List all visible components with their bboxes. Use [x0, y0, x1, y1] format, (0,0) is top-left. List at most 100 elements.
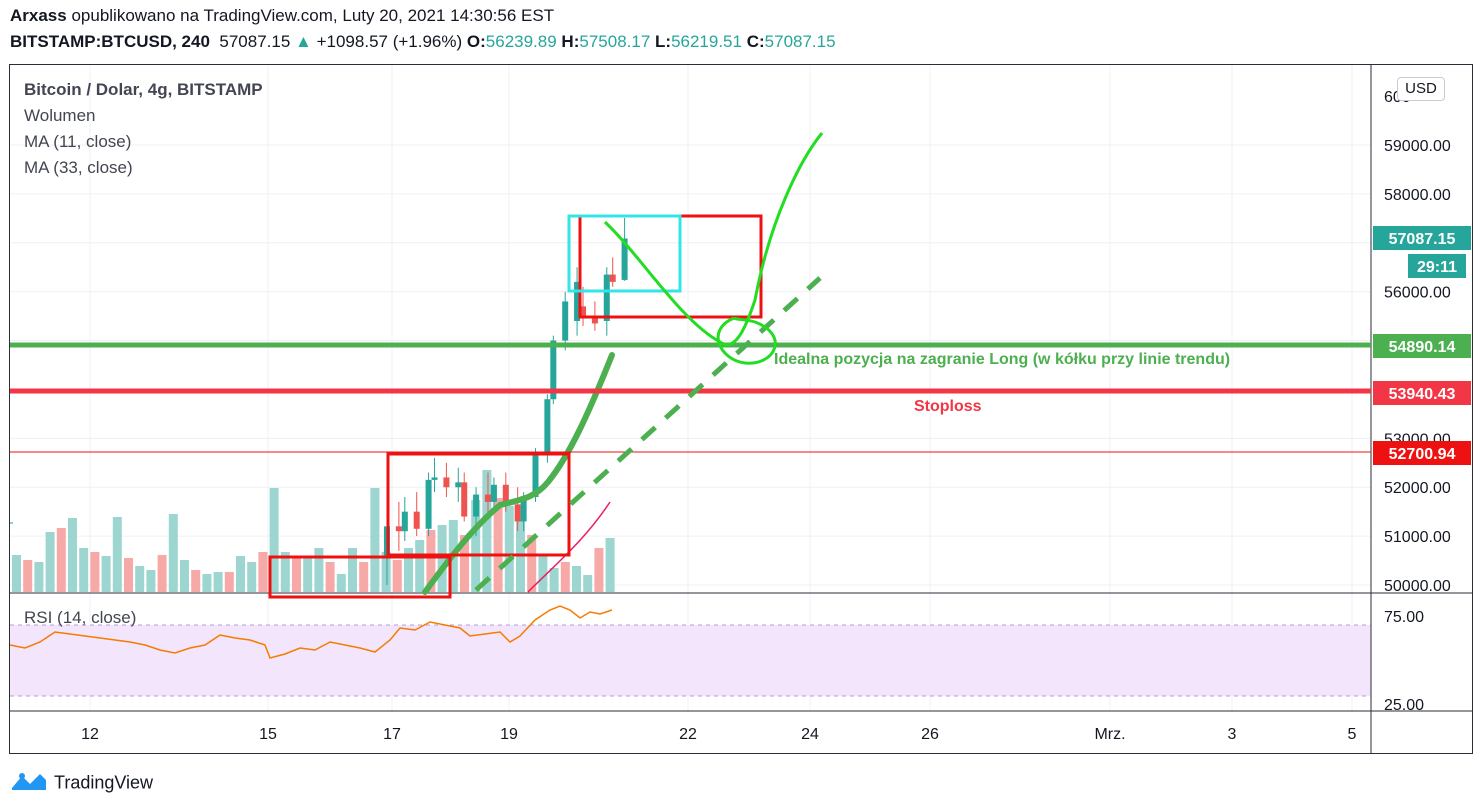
close-label: C:: [746, 32, 765, 51]
volume-bar: [56, 528, 66, 592]
candle-body: [544, 399, 551, 453]
volume-bar: [124, 558, 133, 592]
volume-bar: [12, 555, 21, 592]
volume-bar: [538, 556, 548, 592]
volume-bar: [247, 562, 257, 592]
candle-body: [621, 238, 628, 280]
volume-bar: [404, 548, 413, 592]
price-tag-text: 53940.43: [1389, 386, 1456, 403]
current-box: [567, 214, 682, 293]
candle-body: [550, 340, 557, 400]
time-tick: 15: [259, 726, 277, 743]
price-axis[interactable]: 59000.0058000.0057000.0056000.0055000.00…: [1384, 138, 1451, 595]
volume-bar: [79, 548, 89, 592]
footer-brand[interactable]: TradingView: [10, 770, 153, 797]
volume-bar: [146, 570, 156, 592]
volume-bar: [157, 555, 167, 592]
candle-body: [484, 494, 491, 502]
price-tag-text: 57087.15: [1389, 231, 1456, 248]
time-tick: 19: [500, 726, 518, 743]
candle-body: [455, 482, 462, 488]
volume-bar: [572, 566, 581, 592]
price-tick: 58000.00: [1384, 187, 1451, 204]
volume-bar: [191, 570, 201, 592]
open-value: 56239.89: [485, 32, 557, 51]
volume-bar: [101, 556, 111, 592]
candle-body: [574, 281, 581, 321]
currency-button[interactable]: USD: [1397, 77, 1445, 101]
price-tag-bg: [1373, 381, 1471, 405]
volume-bar: [460, 535, 469, 592]
volume-bar: [45, 532, 55, 592]
candles: [384, 217, 628, 585]
symbol-label: BITSTAMP:BTCUSD, 240: [10, 32, 210, 51]
lower-box: [268, 555, 452, 599]
rsi-band: [10, 625, 1371, 696]
time-tick: 12: [81, 726, 99, 743]
volume-bar: [381, 552, 391, 592]
time-tick: 26: [921, 726, 939, 743]
volume-bar: [504, 506, 514, 592]
volume-bar: [359, 562, 369, 592]
volume-bar: [336, 574, 346, 592]
volume-bar: [549, 568, 559, 592]
price-tag-text: 29:11: [1417, 259, 1457, 276]
volume-bar: [370, 488, 380, 592]
close-value: 57087.15: [764, 32, 836, 51]
price-tag-text: 52700.94: [1389, 446, 1456, 463]
volume-bar: [180, 560, 189, 592]
candle-body: [425, 479, 432, 529]
tradingview-logo-icon: [10, 770, 48, 797]
candle-body: [520, 497, 527, 522]
volume-bar: [325, 562, 335, 592]
candle-body: [591, 316, 598, 324]
volume-bar: [527, 535, 537, 592]
volume-bar: [236, 556, 245, 592]
volume-bar: [135, 566, 145, 592]
volume-bar: [605, 538, 615, 592]
volume-bar: [426, 530, 436, 592]
volume-bar: [68, 518, 77, 592]
publish-info: Arxass opublikowano na TradingView.com, …: [10, 6, 554, 26]
candle-body: [502, 484, 509, 505]
time-tick: 22: [679, 726, 697, 743]
price-tick: 52000.00: [1384, 480, 1451, 497]
volume-bar: [314, 548, 324, 592]
candle-body: [443, 477, 450, 488]
up-arrow-icon: ▲: [295, 32, 312, 51]
time-tick: 17: [383, 726, 401, 743]
volume-bar: [258, 552, 268, 592]
candle-body: [431, 477, 438, 480]
volume-bar: [224, 572, 234, 592]
projection-curve: [603, 132, 824, 346]
price-tag-bg: [1373, 334, 1471, 358]
open-label: O:: [466, 32, 486, 51]
candle-body: [532, 453, 539, 497]
price-change: +1098.57 (+1.96%): [316, 32, 463, 51]
time-tick: 3: [1228, 726, 1237, 743]
candle-body: [413, 511, 420, 529]
last-price: 57087.15: [219, 32, 291, 51]
brand-name: TradingView: [54, 772, 154, 793]
volume-bar: [34, 562, 44, 592]
author-name: Arxass: [10, 6, 67, 25]
chart-frame: [9, 64, 1473, 754]
candle-body: [609, 274, 616, 282]
candle-body: [562, 301, 569, 341]
volume-bar: [471, 500, 481, 592]
volume-bar: [202, 574, 212, 592]
time-tick: Mrz.: [1094, 726, 1125, 743]
ohlc-header: BITSTAMP:BTCUSD, 240 57087.15 ▲ +1098.57…: [10, 32, 836, 52]
long-entry-label: Idealna pozycja na zagranie Long (w kółk…: [774, 351, 1230, 368]
trendline-dashed: [474, 276, 822, 592]
low-value: 56219.51: [671, 32, 742, 51]
rsi-tick-25: 25.00: [1384, 697, 1424, 714]
low-label: L:: [655, 32, 672, 51]
price-tag-bg: [1408, 254, 1466, 278]
price-tick: 59000.00: [1384, 138, 1451, 155]
candle-body: [514, 504, 521, 522]
high-label: H:: [561, 32, 580, 51]
time-axis[interactable]: 12 15 17 19 22 24 26 Mrz. 3 5: [81, 726, 1356, 743]
published-text: opublikowano na TradingView.com, Luty 20…: [71, 6, 555, 25]
